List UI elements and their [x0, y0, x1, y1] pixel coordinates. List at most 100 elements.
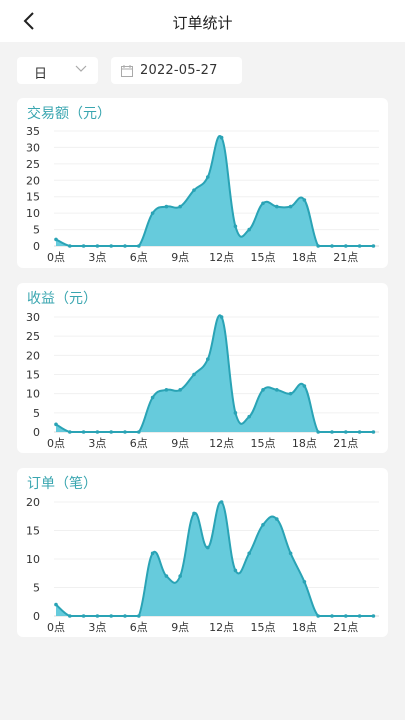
y-tick-label: 10 — [26, 553, 40, 566]
chart-title: 订单（笔） — [27, 476, 97, 492]
page-title: 订单统计 — [172, 14, 233, 32]
chevron-down-icon — [75, 65, 87, 72]
data-point — [316, 244, 321, 248]
data-point — [164, 204, 169, 209]
data-point — [123, 430, 127, 434]
profit-card: 收益（元） 0 5 10 15 20 25 30 0点 3点 6点 9点 12点 15点 18点 21点 — [17, 283, 388, 453]
data-point — [261, 388, 265, 392]
data-point — [123, 244, 127, 248]
data-point — [109, 244, 113, 248]
y-tick-label: 15 — [26, 191, 40, 204]
x-tick-label: 15点 — [251, 621, 276, 634]
x-tick-label: 18点 — [292, 621, 317, 634]
y-tick-label: 20 — [26, 349, 40, 362]
data-point — [95, 430, 100, 434]
y-tick-label: 25 — [26, 330, 40, 343]
x-tick-label: 9点 — [171, 251, 189, 264]
data-point — [192, 511, 196, 516]
data-point — [123, 614, 127, 618]
data-point — [261, 523, 265, 527]
y-tick-label: 20 — [26, 174, 40, 187]
data-point — [192, 372, 196, 377]
data-point — [247, 227, 251, 232]
data-point — [95, 614, 100, 618]
back-button[interactable] — [18, 10, 40, 32]
data-point — [302, 580, 307, 584]
y-tick-label: 5 — [33, 582, 40, 595]
x-tick-label: 12点 — [209, 251, 234, 264]
data-point — [81, 614, 86, 618]
data-point — [109, 430, 113, 434]
data-point — [357, 244, 362, 248]
x-tick-label: 0点 — [47, 251, 65, 264]
data-point — [261, 201, 265, 206]
data-point — [54, 237, 58, 242]
y-tick-label: 0 — [33, 610, 40, 623]
data-point — [81, 244, 86, 248]
data-point — [137, 244, 141, 248]
profit-chart: 0 5 10 15 20 25 30 0点 3点 6点 9点 12点 15点 18点 21点 — [26, 311, 379, 450]
data-point — [371, 430, 376, 434]
y-tick-label: 15 — [26, 525, 40, 538]
data-point — [81, 430, 86, 434]
data-point — [357, 614, 362, 618]
x-tick-label: 3点 — [88, 437, 106, 450]
y-tick-label: 35 — [26, 125, 40, 138]
y-tick-label: 10 — [26, 207, 40, 220]
data-point — [288, 391, 293, 396]
x-tick-label: 6点 — [130, 437, 148, 450]
x-tick-label: 6点 — [130, 621, 148, 634]
data-point — [330, 614, 334, 618]
data-point — [233, 411, 238, 415]
data-point — [344, 244, 348, 248]
x-tick-label: 9点 — [171, 621, 189, 634]
y-tick-label: 30 — [26, 311, 40, 324]
series-area — [56, 315, 374, 432]
data-point — [219, 135, 224, 140]
chevron-left-icon — [23, 12, 34, 30]
data-point — [302, 384, 307, 388]
data-point — [233, 224, 238, 229]
data-point — [344, 614, 348, 618]
data-point — [219, 315, 224, 319]
data-point — [68, 430, 72, 434]
date-picker[interactable]: 2022-05-27 — [111, 57, 242, 84]
x-tick-label: 9点 — [171, 437, 189, 450]
data-point — [357, 430, 362, 434]
data-point — [219, 500, 224, 504]
top-bar: 订单统计 — [0, 0, 405, 42]
x-tick-label: 21点 — [333, 437, 358, 450]
data-point — [54, 602, 58, 607]
data-point — [137, 430, 141, 434]
data-point — [316, 430, 321, 434]
data-point — [95, 244, 100, 248]
x-tick-label: 3点 — [88, 621, 106, 634]
data-point — [206, 357, 210, 361]
x-tick-label: 21点 — [333, 251, 358, 264]
data-point — [54, 422, 58, 427]
x-tick-label: 12点 — [209, 437, 234, 450]
y-tick-label: 5 — [33, 407, 40, 420]
data-point — [330, 244, 334, 248]
data-point — [68, 614, 72, 618]
series-area — [56, 501, 374, 616]
data-point — [164, 574, 169, 578]
orders-card: 订单（笔） 0 5 10 15 20 0点 3点 6点 9点 12点 15点 18点 21点 — [17, 468, 388, 637]
x-tick-label: 18点 — [292, 251, 317, 264]
period-select[interactable]: 日 — [17, 57, 98, 84]
chart-title: 交易额（元） — [27, 106, 111, 122]
x-tick-label: 12点 — [209, 621, 234, 634]
data-point — [137, 614, 141, 618]
data-point — [275, 204, 279, 209]
data-point — [371, 244, 376, 248]
data-point — [164, 388, 169, 392]
data-point — [247, 414, 251, 419]
y-tick-label: 25 — [26, 158, 40, 171]
x-tick-label: 3点 — [88, 251, 106, 264]
calendar-icon — [121, 65, 133, 77]
period-select-value: 日 — [34, 67, 48, 82]
data-point — [206, 545, 210, 550]
data-point — [150, 551, 155, 556]
data-point — [275, 388, 279, 392]
x-tick-label: 21点 — [333, 621, 358, 634]
